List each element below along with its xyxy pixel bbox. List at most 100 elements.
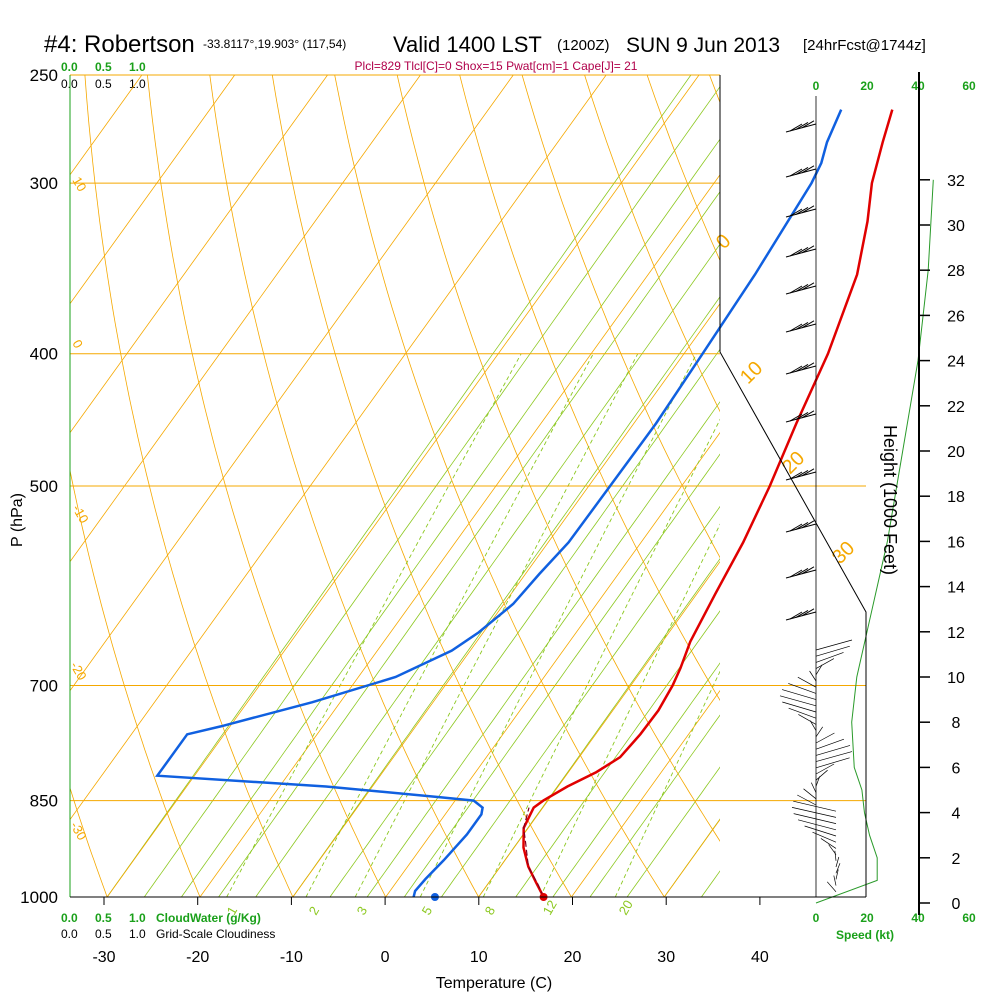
height-tick-label: 12 <box>947 625 965 642</box>
wind-barb <box>811 782 817 793</box>
moist-adiabat-line <box>143 85 720 897</box>
bottom-green-scale-2: 1.0 <box>129 911 146 925</box>
moist-adiabat-line <box>255 243 720 897</box>
wind-barb-flag <box>801 245 815 254</box>
wind-barb <box>834 850 837 861</box>
mixing-ratio-label: 20 <box>616 897 636 917</box>
wind-barb-flag <box>801 165 815 174</box>
mixing-ratio-line <box>482 418 720 897</box>
wind-barb <box>826 881 837 893</box>
pressure-tick-label: 1000 <box>20 888 58 907</box>
dry-adiabat-line <box>70 468 201 897</box>
wind-barb <box>835 856 840 868</box>
forecast-label: [24hrFcst@1744z] <box>803 37 926 54</box>
pressure-tick-label: 700 <box>30 677 58 696</box>
moist-adiabat-line <box>329 348 720 897</box>
height-tick-label: 26 <box>947 308 965 325</box>
wind-profile <box>779 96 934 904</box>
pressure-tick-label: 850 <box>30 792 58 811</box>
wind-barb <box>797 819 837 831</box>
speed-top-20: 20 <box>860 79 874 93</box>
x-tick-label: -10 <box>280 949 303 966</box>
moist-adiabat-line <box>292 296 720 897</box>
speed-top-0: 0 <box>813 79 820 93</box>
wind-barb-flag <box>795 166 809 175</box>
height-tick-label: 10 <box>947 670 965 687</box>
wind-barb <box>815 751 853 762</box>
top-green-scale-2: 1.0 <box>129 60 146 74</box>
wind-barb <box>815 658 835 669</box>
dry-adiabat-line <box>271 75 572 897</box>
dry-adiabat-label: -10 <box>69 502 91 526</box>
speed-bottom-0: 0 <box>813 911 820 925</box>
wind-barb <box>812 831 837 843</box>
top-green-scale-1: 0.5 <box>95 60 112 74</box>
dry-adiabat-line <box>396 75 720 842</box>
moist-adiabat-line <box>515 610 720 897</box>
height-tick-label: 2 <box>952 851 961 868</box>
top-green-scale-0: 0.0 <box>61 60 78 74</box>
wind-barb <box>798 714 817 725</box>
valid-time: Valid 1400 LST <box>393 32 542 57</box>
mixing-ratio-label: 2 <box>306 904 323 918</box>
mixing-ratio-label: 5 <box>419 904 436 918</box>
pressure-tick-label: 300 <box>30 174 58 193</box>
top-black-scale-1: 0.5 <box>95 77 112 91</box>
wind-barb-flag <box>789 413 803 422</box>
height-tick-label: 0 <box>952 896 961 913</box>
moist-adiabat-line <box>403 453 720 897</box>
wind-barb-flag <box>789 611 803 620</box>
dry-adiabat-line <box>824 51 1000 926</box>
height-tick-label: 24 <box>947 354 965 371</box>
x-tick-label: 40 <box>751 949 769 966</box>
wind-barb-flag <box>789 208 803 217</box>
wind-barb <box>815 763 835 775</box>
wind-barb-flag <box>795 206 809 215</box>
moist-adiabat-line <box>181 138 720 897</box>
wind-barb <box>788 683 817 694</box>
mixing-ratio-label: 3 <box>354 904 371 918</box>
wind-barb-flag <box>801 468 815 477</box>
dry-adiabat-line <box>209 75 480 897</box>
wind-barb <box>815 726 824 737</box>
wind-barb <box>833 875 837 886</box>
dry-adiabat-label: 10 <box>69 174 89 194</box>
dry-adiabat-line <box>70 786 108 897</box>
mixing-ratio-label: 8 <box>482 904 499 918</box>
speed-axis-label: Speed (kt) <box>836 928 894 942</box>
wind-barb-flag <box>801 362 815 371</box>
height-tick-label: 16 <box>947 534 965 551</box>
wind-barb <box>815 664 823 675</box>
wind-barb <box>815 639 853 651</box>
wind-barb <box>815 732 835 744</box>
wind-barb <box>815 745 851 756</box>
wind-barb <box>793 813 837 824</box>
sounding-traces <box>154 109 894 901</box>
height-tick-label: 14 <box>947 580 965 597</box>
wind-barb <box>815 757 850 769</box>
x-tick-label: 10 <box>470 949 488 966</box>
wind-barb-flag <box>801 520 815 529</box>
dry-adiabats <box>70 51 1000 926</box>
wind-barb <box>791 807 837 818</box>
wind-barb <box>820 838 837 849</box>
y-axis-title: P (hPa) <box>9 493 26 547</box>
wind-barb <box>815 776 821 787</box>
wind-barb <box>793 800 837 812</box>
wind-barb-flag <box>789 248 803 257</box>
wind-barb-flag <box>795 321 809 330</box>
wind-barb <box>809 670 817 682</box>
dry-adiabat-line <box>146 75 387 897</box>
utc-time: (1200Z) <box>557 37 610 54</box>
dry-adiabat-line <box>459 75 720 701</box>
bottom-black-scale-1: 0.5 <box>95 927 112 941</box>
bottom-black-scale-0: 0.0 <box>61 927 78 941</box>
wind-barb <box>815 652 844 663</box>
dry-adiabat-line <box>521 75 720 559</box>
date-label: SUN 9 Jun 2013 <box>626 34 780 57</box>
speed-bottom-60: 60 <box>962 911 976 925</box>
isotherm-line <box>70 75 328 434</box>
wind-barb-flag <box>789 285 803 294</box>
wind-barb-flag <box>801 120 815 129</box>
